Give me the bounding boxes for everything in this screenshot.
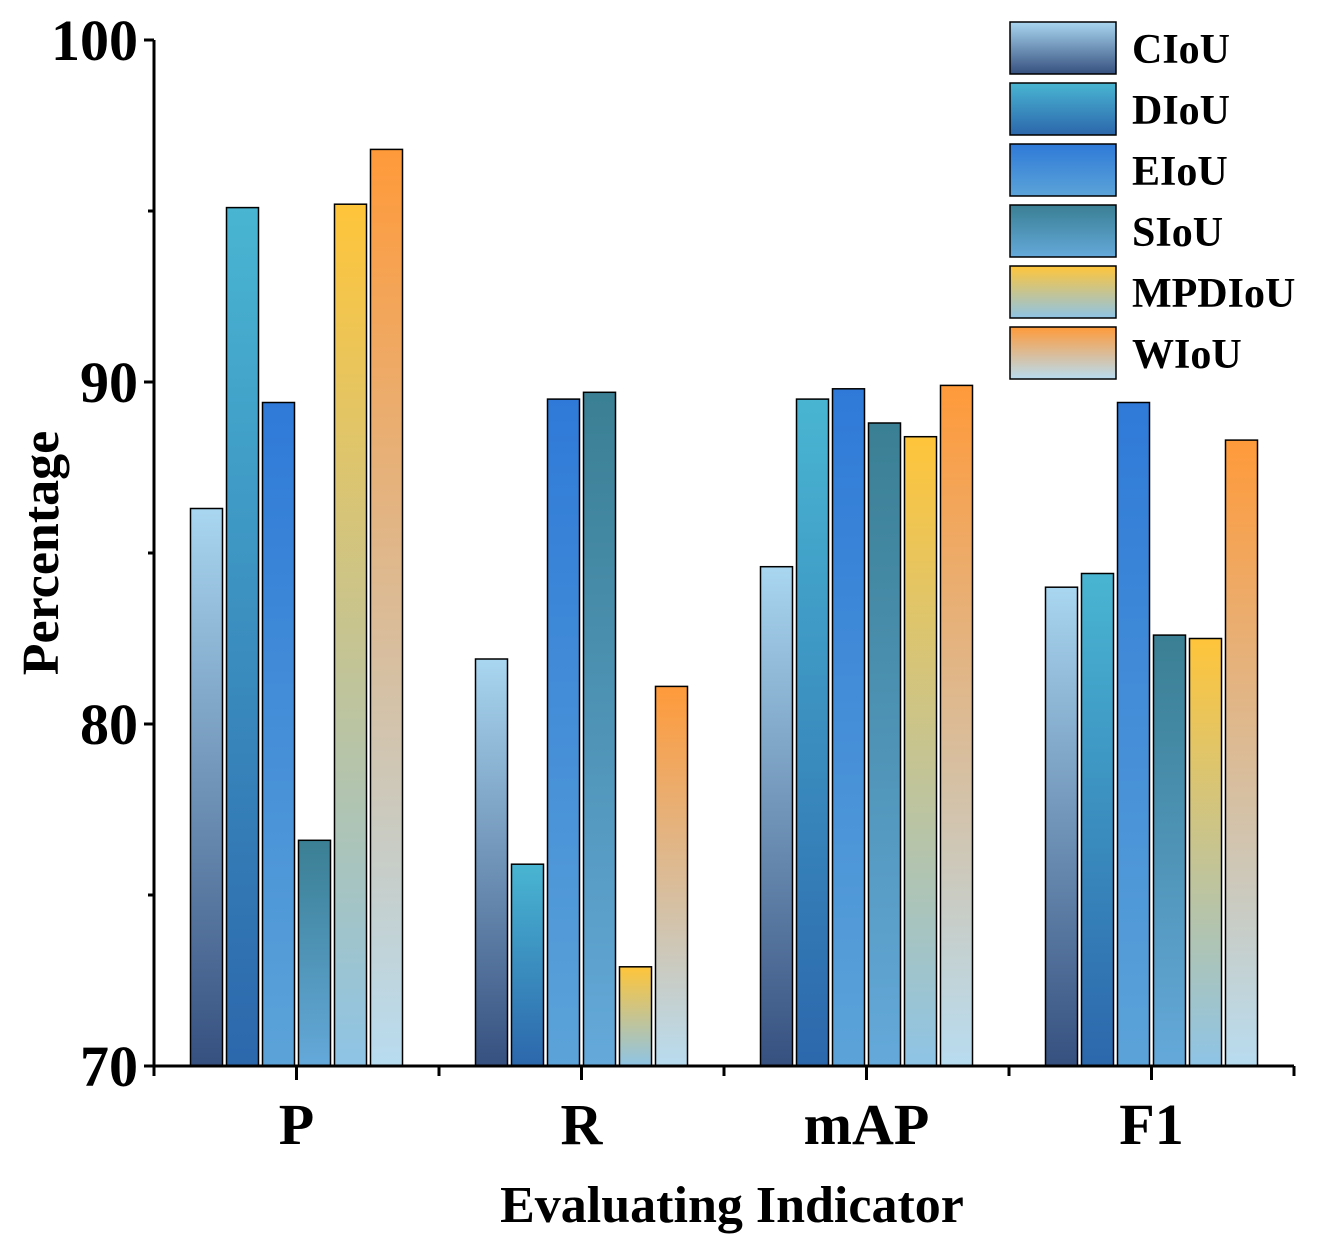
bar-mpdiou-r (618, 966, 653, 1067)
bars-group (189, 148, 1259, 1067)
legend-swatch-eiou (1009, 143, 1117, 197)
bar-diou-p (225, 206, 260, 1067)
bar-mpdiou-f1 (1188, 637, 1223, 1067)
bar-diou-r (510, 863, 545, 1067)
legend-swatch-mpdiou (1009, 265, 1117, 319)
bar-siou-r (582, 391, 617, 1067)
bar-eiou-r (546, 398, 581, 1067)
bar-siou-f1 (1152, 634, 1187, 1067)
legend-label-siou: SIoU (1132, 210, 1223, 256)
x-axis-title: Evaluating Indicator (500, 1177, 964, 1234)
legend-label-ciou: CIoU (1132, 27, 1230, 73)
legend-swatch-wiou (1009, 326, 1117, 380)
legend-swatch-ciou (1009, 21, 1117, 75)
bar-eiou-map (831, 388, 866, 1067)
bar-ciou-map (759, 565, 794, 1067)
legend-label-mpdiou: MPDIoU (1132, 271, 1295, 317)
bar-eiou-f1 (1116, 401, 1151, 1067)
x-tick-label: F1 (1119, 1092, 1183, 1157)
bar-ciou-p (189, 507, 224, 1067)
bar-eiou-p (261, 401, 296, 1067)
x-tick-label: mAP (804, 1092, 930, 1157)
y-tick-label: 100 (51, 8, 138, 73)
bar-siou-p (297, 839, 332, 1067)
bar-mpdiou-map (903, 435, 938, 1067)
x-tick-label: P (279, 1092, 314, 1157)
bar-ciou-r (474, 658, 509, 1067)
legend-label-diou: DIoU (1132, 88, 1230, 134)
legend: CIoU DIoU EIoU SIoU MPDIoU WIoU (1009, 21, 1295, 380)
y-tick-label: 90 (80, 350, 138, 415)
bar-ciou-f1 (1044, 586, 1079, 1067)
legend-swatch-diou (1009, 82, 1117, 136)
y-axis-title: Percentage (13, 431, 70, 675)
legend-label-eiou: EIoU (1132, 149, 1228, 195)
bar-diou-map (795, 398, 830, 1067)
bar-wiou-map (939, 384, 974, 1067)
x-tick-label: R (561, 1092, 604, 1157)
bar-wiou-p (369, 148, 404, 1067)
legend-label-wiou: WIoU (1132, 332, 1242, 378)
legend-swatch-siou (1009, 204, 1117, 258)
bar-wiou-r (654, 685, 689, 1067)
bar-siou-map (867, 422, 902, 1067)
y-tick-label: 70 (80, 1034, 138, 1099)
y-ticks-group: 70 80 90 100 (51, 8, 154, 1099)
bar-diou-f1 (1080, 572, 1115, 1067)
y-tick-label: 80 (80, 692, 138, 757)
bar-wiou-f1 (1224, 439, 1259, 1067)
bar-mpdiou-p (333, 203, 368, 1067)
